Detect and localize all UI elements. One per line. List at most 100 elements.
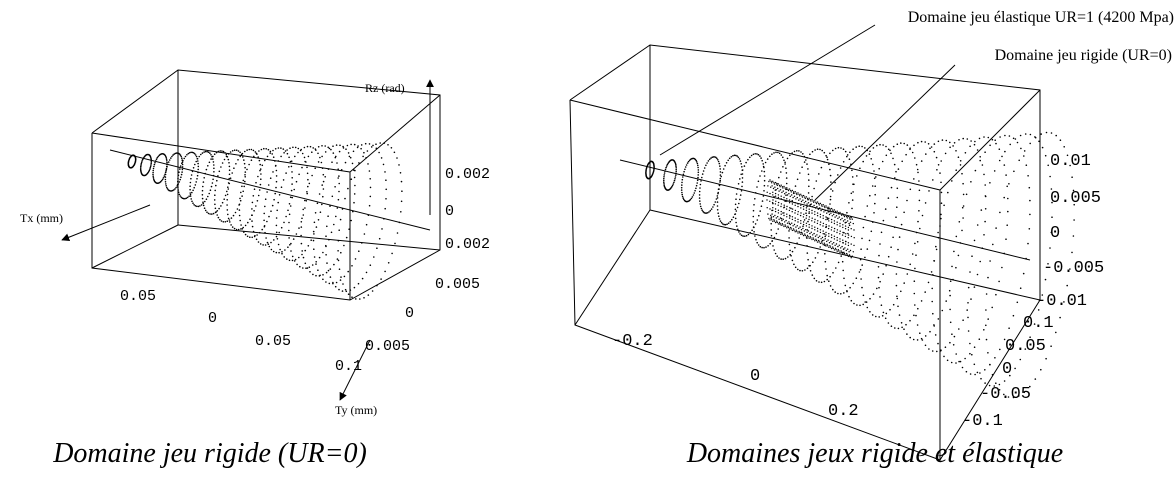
point <box>370 146 373 148</box>
point <box>201 152 204 154</box>
point <box>249 218 251 220</box>
point <box>727 222 730 224</box>
point <box>232 214 235 217</box>
point <box>798 199 800 201</box>
point <box>209 152 211 154</box>
point <box>781 223 783 225</box>
point <box>884 208 887 210</box>
point <box>265 148 268 150</box>
point <box>348 155 351 158</box>
point <box>727 159 729 162</box>
point <box>278 194 281 196</box>
point <box>194 154 197 156</box>
point <box>829 198 832 201</box>
point <box>882 311 885 314</box>
tick-label: 0.05 <box>120 288 156 305</box>
point <box>368 204 371 207</box>
point <box>763 190 765 192</box>
point <box>741 177 744 179</box>
point <box>244 150 246 153</box>
tick-label: 0.005 <box>365 338 410 355</box>
point <box>328 282 331 285</box>
point <box>856 175 858 177</box>
point <box>989 144 991 147</box>
point <box>263 212 266 215</box>
point <box>794 217 796 219</box>
point <box>950 361 953 364</box>
point <box>189 195 192 197</box>
point <box>815 180 818 182</box>
point <box>342 283 344 285</box>
point <box>780 195 782 197</box>
point <box>140 161 143 164</box>
point <box>262 244 264 246</box>
point <box>684 166 687 168</box>
point <box>835 215 838 217</box>
point <box>180 176 182 178</box>
point <box>134 158 137 161</box>
point <box>254 234 256 237</box>
point <box>736 225 738 227</box>
point <box>777 201 780 204</box>
point <box>766 158 769 160</box>
point <box>988 384 991 387</box>
point <box>819 224 821 226</box>
point <box>1041 294 1044 296</box>
point <box>341 208 344 210</box>
point <box>301 166 303 169</box>
point <box>797 268 799 271</box>
point <box>312 239 315 242</box>
point <box>791 211 793 213</box>
point <box>850 243 852 245</box>
point <box>335 215 337 218</box>
point <box>985 338 988 341</box>
point <box>832 246 834 248</box>
point <box>770 222 772 225</box>
point <box>277 201 280 204</box>
point <box>1004 150 1006 153</box>
point <box>695 159 697 162</box>
point <box>847 255 850 258</box>
point <box>674 178 676 180</box>
point <box>962 137 964 140</box>
point <box>314 148 317 150</box>
point <box>228 219 231 221</box>
point <box>807 173 810 176</box>
point <box>820 209 822 212</box>
point <box>264 159 266 162</box>
point <box>800 204 802 206</box>
point <box>196 158 199 160</box>
point <box>798 230 800 233</box>
point <box>216 214 218 216</box>
point <box>1001 155 1003 158</box>
point <box>197 162 199 165</box>
point <box>318 256 321 259</box>
point <box>363 151 365 154</box>
point <box>873 177 876 180</box>
point <box>810 200 812 202</box>
point <box>663 172 666 174</box>
point <box>1003 164 1006 166</box>
point <box>803 161 806 163</box>
point <box>741 169 744 171</box>
point <box>213 199 216 201</box>
point <box>792 225 794 227</box>
point <box>790 207 792 210</box>
point <box>870 230 873 233</box>
point <box>275 231 278 234</box>
point <box>194 184 197 186</box>
point <box>830 218 833 221</box>
point <box>193 186 195 189</box>
point <box>214 207 217 210</box>
point <box>682 173 685 176</box>
point <box>301 253 303 256</box>
point <box>824 243 826 246</box>
point <box>230 224 232 226</box>
tick-label: 0.2 <box>828 402 859 421</box>
point <box>832 288 834 291</box>
point <box>1023 150 1026 152</box>
point <box>192 152 195 154</box>
point <box>828 163 830 165</box>
point <box>974 373 976 376</box>
